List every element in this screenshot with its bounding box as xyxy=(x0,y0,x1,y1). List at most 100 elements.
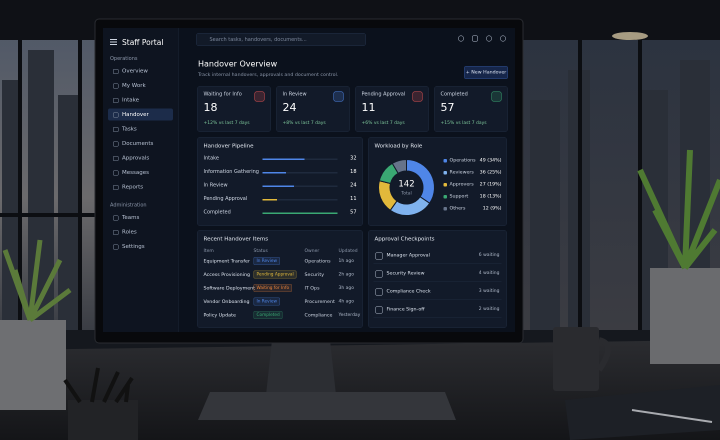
checkpoint-row xyxy=(373,304,502,318)
avatar[interactable] xyxy=(500,35,506,42)
icon-button[interactable] xyxy=(486,35,492,42)
owner: Procurement xyxy=(304,299,335,305)
kpi-card: Waiting for Info 18 +12% vs last 7 days xyxy=(197,86,271,132)
checkpoint-icon xyxy=(375,270,383,278)
nav-item[interactable]: Approvals xyxy=(108,152,173,164)
pipeline-label: In Review xyxy=(203,182,228,189)
legend-value: 18 (13%) xyxy=(479,193,502,200)
nav-item[interactable]: Reports xyxy=(108,181,173,193)
recent-card: Recent Handover Items Item Status Owner Upd… xyxy=(197,230,363,328)
status-pill: Pending Approval xyxy=(253,270,297,279)
item-name: Policy Update xyxy=(203,312,236,319)
pipeline-label: Pending Approval xyxy=(203,196,248,202)
pipeline-bar xyxy=(262,172,287,174)
legend-name: Reviewers xyxy=(449,169,474,176)
window-frames xyxy=(0,0,642,330)
icon-button[interactable] xyxy=(472,35,478,42)
kpi-card: Pending Approval 11 +6% vs last 7 days xyxy=(355,86,429,132)
legend-name: Others xyxy=(449,205,466,212)
pipeline-value: 32 xyxy=(350,155,357,162)
legend-dot xyxy=(443,171,447,175)
new-button[interactable]: + New Handover xyxy=(464,66,508,79)
pipeline-label: Information Gathering xyxy=(203,169,259,175)
kpi-label: Pending Approval xyxy=(361,91,406,98)
brand: Staff Portal xyxy=(122,38,164,47)
legend-name: Approvers xyxy=(449,181,474,188)
nav-item[interactable]: Intake xyxy=(108,94,173,106)
kpi-change: +6% vs last 7 days xyxy=(361,120,405,126)
kpi-icon xyxy=(491,91,502,102)
legend-name: Operations xyxy=(449,157,476,164)
workload-card: Workload by Role 142 Total Operations 49 (3… xyxy=(368,137,507,226)
pipeline-bar xyxy=(262,185,295,187)
pipeline-label: Completed xyxy=(203,209,231,216)
checkpoint-row xyxy=(373,268,502,282)
checkpoint-icon xyxy=(375,252,383,260)
status-pill: In Review xyxy=(253,257,280,265)
pipeline-value: 18 xyxy=(350,169,357,175)
kpi-value: 11 xyxy=(361,101,376,115)
nav-item[interactable]: Documents xyxy=(108,138,173,150)
plant-right xyxy=(637,149,720,364)
screen: Staff Portal Search tasks, handovers, do… xyxy=(103,28,515,332)
card-title: Workload by Role xyxy=(374,142,423,150)
card-title: Handover Pipeline xyxy=(203,142,254,150)
item-name: Software Deployment xyxy=(203,285,256,292)
nav-section: Administration xyxy=(110,202,147,209)
nav-item[interactable]: Overview xyxy=(108,65,173,77)
nav-item[interactable]: Roles xyxy=(108,226,173,238)
owner: Compliance xyxy=(304,312,333,319)
search[interactable]: Search tasks, handovers, documents... xyxy=(196,33,366,46)
kpi-change: +8% vs last 7 days xyxy=(282,120,326,126)
checkpoint-row xyxy=(373,250,502,264)
kpi-value: 18 xyxy=(203,101,218,115)
checkpoints-card: Approval Checkpoints Manager Approval 6 w… xyxy=(368,230,507,328)
legend-value: 27 (19%) xyxy=(479,181,502,188)
legend-dot xyxy=(443,183,447,187)
checkpoint-waiting: 2 waiting xyxy=(478,306,500,312)
status-pill: Waiting for Info xyxy=(253,284,293,292)
item-name: Equipment Transfer xyxy=(203,258,250,265)
checkpoint-row xyxy=(373,286,502,300)
nav-item[interactable]: Tasks xyxy=(108,123,173,135)
nav-item[interactable]: Settings xyxy=(108,241,173,253)
updated: Yesterday xyxy=(338,312,361,318)
kpi-label: Completed xyxy=(440,91,468,98)
pipeline-card: Handover Pipeline Intake 32 Information Ga… xyxy=(197,137,363,226)
pipeline-track xyxy=(262,172,338,174)
nav-item[interactable]: Handover xyxy=(108,108,173,121)
icon-button[interactable] xyxy=(458,35,464,42)
legend-name: Support xyxy=(449,193,469,200)
pipeline-value: 24 xyxy=(350,182,357,189)
page-subtitle: Track internal handovers, approvals and … xyxy=(198,72,339,78)
sidebar xyxy=(103,28,179,332)
pipeline-value: 11 xyxy=(350,196,357,202)
column-header: Updated xyxy=(338,248,358,254)
card-title: Approval Checkpoints xyxy=(374,235,435,243)
nav-item[interactable]: Teams xyxy=(108,212,173,224)
card-title: Recent Handover Items xyxy=(203,235,269,243)
checkpoint-icon xyxy=(375,288,383,296)
owner: Security xyxy=(304,272,325,278)
pipeline-track xyxy=(262,199,338,201)
legend-dot xyxy=(443,195,447,199)
desk xyxy=(0,340,720,440)
updated: 1h ago xyxy=(338,258,355,264)
legend-value: 36 (25%) xyxy=(479,169,502,176)
pipeline-bar xyxy=(262,199,277,201)
nav-section: Operations xyxy=(110,56,138,62)
legend-value: 12 (9%) xyxy=(482,205,502,212)
pipeline-bar xyxy=(262,158,305,160)
menu-icon[interactable] xyxy=(110,39,117,45)
donut-segment xyxy=(389,196,431,216)
kpi-icon xyxy=(333,91,344,102)
kpi-card: Completed 57 +15% vs last 7 days xyxy=(434,86,508,132)
legend-dot xyxy=(443,207,447,211)
kpi-label: Waiting for Info xyxy=(203,91,242,98)
legend-dot xyxy=(443,159,447,163)
monitor-base xyxy=(198,392,456,420)
nav-item[interactable]: Messages xyxy=(108,167,173,179)
nav-item[interactable]: My Work xyxy=(108,80,173,92)
